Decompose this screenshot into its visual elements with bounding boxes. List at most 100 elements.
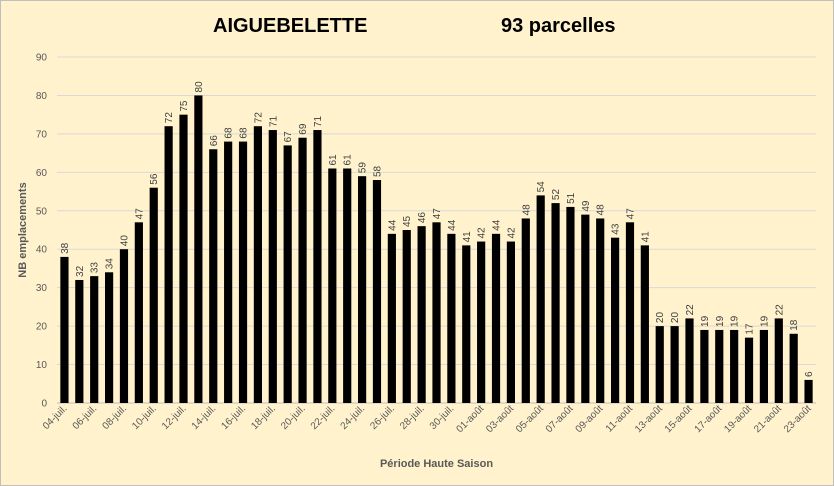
bar — [536, 195, 545, 403]
bar — [610, 237, 620, 403]
bar — [343, 168, 352, 403]
data-label: 43 — [611, 223, 622, 235]
bar — [685, 318, 694, 403]
x-tick-label: 03-août — [484, 403, 516, 435]
bar — [357, 176, 367, 403]
x-axis-title: Période Haute Saison — [380, 458, 493, 470]
x-tick-label: 05-août — [514, 403, 546, 435]
bar — [715, 329, 724, 403]
bar — [447, 233, 456, 403]
data-label: 20 — [655, 312, 666, 324]
x-tick-label: 10-juil. — [130, 403, 159, 432]
bar — [179, 114, 188, 404]
data-label: 20 — [670, 312, 681, 324]
data-label: 19 — [715, 315, 726, 327]
bar — [730, 329, 739, 403]
y-tick-label: 0 — [41, 399, 47, 410]
x-tick-label: 22-juil. — [309, 403, 338, 432]
bar — [387, 233, 396, 403]
x-tick-label: 18-juil. — [249, 403, 278, 432]
data-label: 42 — [506, 227, 517, 239]
y-tick-label: 60 — [36, 168, 48, 179]
bar — [804, 379, 813, 403]
bar — [670, 326, 679, 403]
data-label: 58 — [372, 165, 383, 177]
data-label: 19 — [700, 315, 711, 327]
bar — [789, 333, 798, 403]
bar — [774, 318, 783, 403]
x-tick-label: 08-juil. — [100, 403, 129, 432]
y-axis-ticks: 0 10 20 30 40 50 60 70 80 90 — [36, 53, 48, 410]
data-label: 38 — [60, 242, 71, 254]
chart-subtitle: 93 parcelles — [501, 15, 616, 37]
bar — [283, 145, 292, 403]
bar — [402, 230, 411, 403]
data-label: 67 — [283, 131, 294, 143]
bar — [655, 326, 664, 403]
data-label: 52 — [551, 189, 562, 201]
y-tick-label: 20 — [36, 322, 48, 333]
data-label: 19 — [759, 315, 770, 327]
data-label: 47 — [134, 208, 145, 220]
data-label: 45 — [402, 215, 413, 227]
data-label: 71 — [313, 115, 324, 127]
x-tick-label: 19-août — [722, 403, 754, 435]
data-label: 48 — [521, 204, 532, 216]
data-label: 17 — [745, 323, 756, 335]
x-tick-label: 21-août — [752, 403, 784, 435]
x-tick-label: 30-juil. — [428, 403, 457, 432]
bar — [744, 337, 754, 403]
data-label: 44 — [387, 219, 398, 231]
bar — [625, 222, 635, 403]
data-label: 19 — [730, 315, 741, 327]
bar — [566, 206, 575, 403]
bar — [104, 272, 114, 403]
bar — [417, 226, 426, 403]
data-label: 51 — [566, 192, 577, 204]
data-label: 44 — [492, 219, 503, 231]
data-label: 40 — [119, 235, 130, 247]
bar — [581, 214, 590, 403]
data-label: 22 — [774, 304, 785, 316]
bar — [506, 241, 516, 403]
data-label: 66 — [209, 135, 220, 147]
bar — [119, 249, 129, 403]
x-tick-label: 06-juil. — [71, 403, 100, 432]
bar — [298, 137, 307, 403]
x-tick-label: 16-juil. — [220, 403, 249, 432]
bar — [462, 245, 471, 403]
bar — [194, 95, 203, 403]
x-tick-label: 26-juil. — [368, 403, 397, 432]
data-label: 22 — [685, 304, 696, 316]
x-tick-label: 28-juil. — [398, 403, 427, 432]
bar — [75, 279, 84, 403]
bar — [134, 222, 143, 403]
chart-title: AIGUEBELETTE — [213, 15, 368, 37]
data-label: 34 — [105, 258, 116, 270]
y-tick-label: 50 — [36, 206, 48, 217]
data-label: 61 — [343, 154, 354, 166]
x-tick-label: 15-août — [663, 403, 695, 435]
bar — [432, 222, 441, 403]
data-label: 33 — [90, 262, 101, 274]
y-tick-label: 30 — [36, 283, 48, 294]
y-tick-label: 80 — [36, 91, 48, 102]
bar — [238, 141, 248, 404]
bar — [253, 126, 263, 403]
x-tick-label: 01-août — [455, 403, 487, 435]
data-label: 80 — [194, 81, 205, 93]
y-tick-label: 70 — [36, 129, 48, 140]
data-label: 49 — [581, 200, 592, 212]
x-tick-label: 14-juil. — [190, 403, 219, 432]
data-label: 56 — [149, 173, 160, 185]
x-tick-label: 07-août — [544, 403, 576, 435]
data-label: 75 — [179, 100, 190, 112]
data-label: 71 — [268, 115, 279, 127]
data-label: 32 — [75, 265, 86, 277]
data-label: 68 — [239, 127, 250, 139]
x-tick-label: 24-juil. — [339, 403, 368, 432]
data-label: 68 — [224, 127, 235, 139]
data-label: 46 — [417, 212, 428, 224]
data-label: 18 — [789, 319, 800, 331]
x-tick-label: 23-août — [782, 403, 814, 435]
